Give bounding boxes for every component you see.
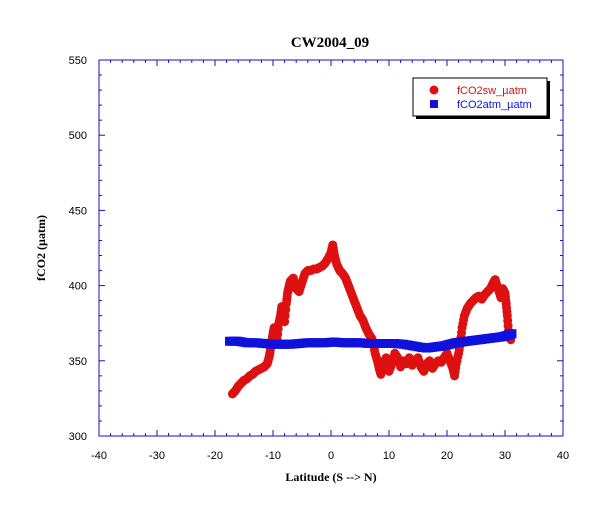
- y-tick-label: 550: [69, 55, 87, 67]
- x-tick-label: -20: [207, 450, 223, 462]
- x-axis-label: Latitude (S --> N): [285, 470, 376, 484]
- x-tick-label: -10: [265, 450, 281, 462]
- y-tick-label: 400: [69, 281, 87, 293]
- legend-marker-circle: [429, 85, 439, 95]
- tick-labels: -40 -30 -20 -10 0 10 20 30 40 300 350 400 450 500 550: [69, 55, 569, 462]
- legend-box: [412, 77, 548, 117]
- legend-marker-square: [430, 100, 438, 108]
- legend-label-fco2sw: fCO2sw_µatm: [457, 85, 527, 97]
- y-tick-label: 350: [69, 356, 87, 368]
- legend: fCO2sw_µatm fCO2atm_µatm: [412, 77, 550, 119]
- x-tick-label: -40: [91, 450, 107, 462]
- series-1: [225, 329, 517, 353]
- legend-label-fco2atm: fCO2atm_µatm: [457, 99, 532, 111]
- series-layer: [225, 240, 517, 399]
- series-0: [227, 240, 516, 399]
- x-tick-label: 40: [557, 450, 569, 462]
- x-tick-label: 20: [441, 450, 453, 462]
- y-axis-label: fCO2 (µatm): [34, 215, 48, 281]
- axis-ticks: [98, 59, 564, 437]
- chart-title: CW2004_09: [291, 35, 369, 51]
- y-tick-label: 300: [69, 431, 87, 443]
- x-tick-label: 30: [499, 450, 511, 462]
- x-tick-label: -30: [149, 450, 165, 462]
- y-tick-label: 500: [69, 130, 87, 142]
- x-tick-label: 0: [328, 450, 334, 462]
- y-tick-label: 450: [69, 205, 87, 217]
- data-point: [507, 329, 517, 339]
- x-tick-label: 10: [383, 450, 395, 462]
